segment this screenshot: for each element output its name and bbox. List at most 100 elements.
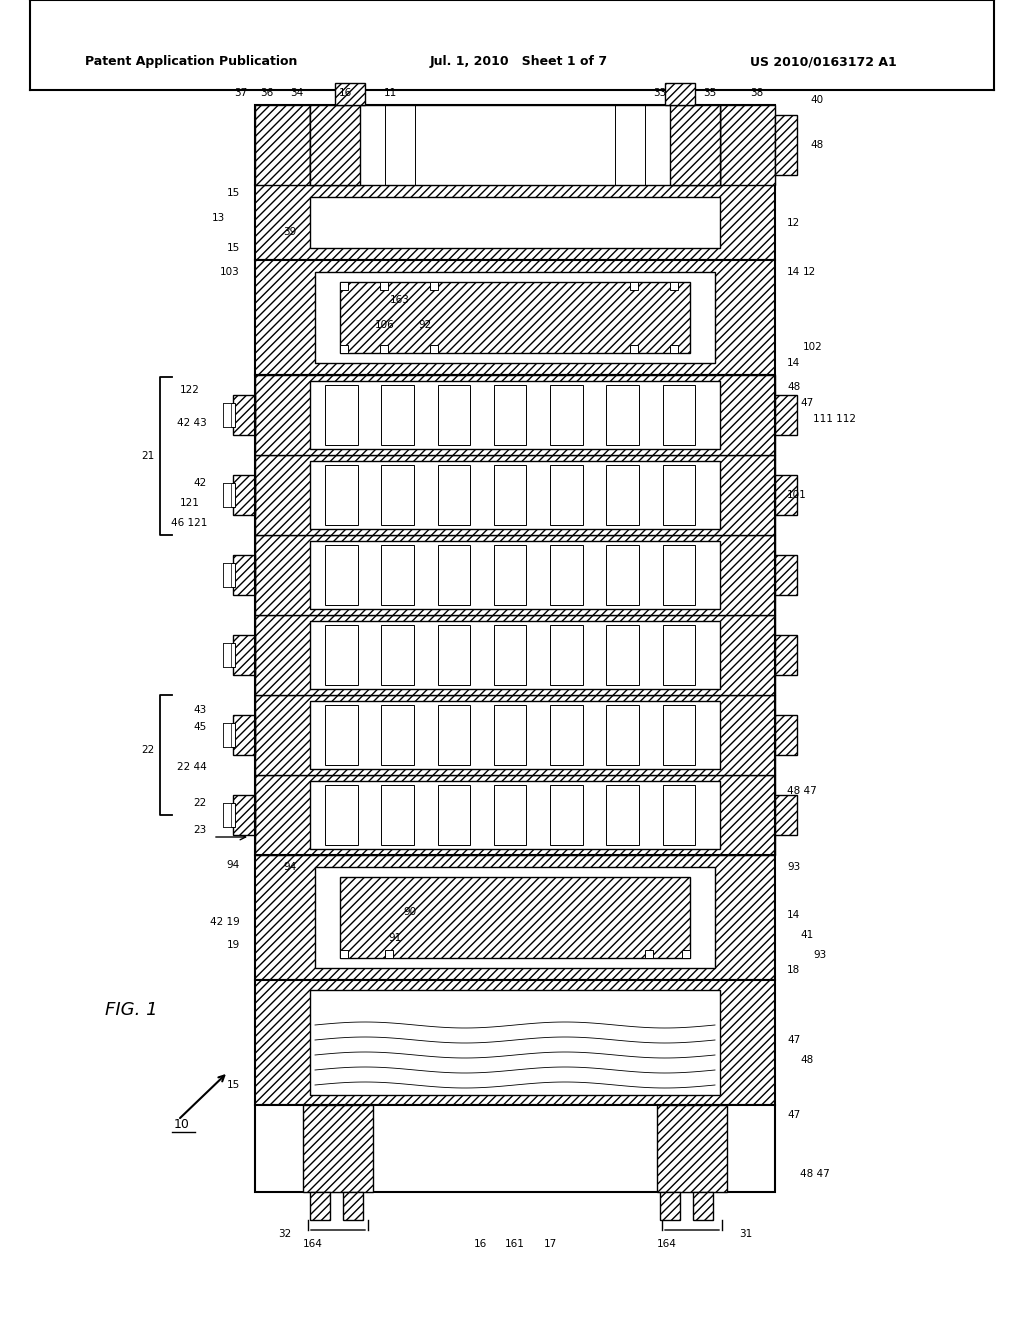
Bar	[223, 483, 234, 507]
Bar	[223, 643, 231, 667]
Bar	[310, 620, 720, 689]
Bar	[494, 785, 526, 845]
Bar	[223, 564, 231, 587]
Text: 16: 16	[338, 88, 351, 98]
Bar	[437, 545, 470, 605]
Text: 163: 163	[390, 294, 410, 305]
Bar	[550, 465, 583, 525]
Text: Jul. 1, 2010   Sheet 1 of 7: Jul. 1, 2010 Sheet 1 of 7	[430, 55, 608, 69]
Text: 18: 18	[787, 965, 800, 975]
Text: 122: 122	[180, 385, 200, 395]
Bar	[381, 705, 414, 766]
Bar	[223, 403, 234, 426]
Bar	[775, 395, 797, 436]
Bar	[315, 272, 715, 363]
Bar	[550, 785, 583, 845]
Text: 94: 94	[283, 862, 296, 873]
Text: 21: 21	[141, 451, 155, 461]
Text: 22: 22	[194, 799, 207, 808]
Bar	[310, 701, 720, 770]
Bar	[550, 624, 583, 685]
Bar	[663, 705, 695, 766]
Text: 10: 10	[174, 1118, 189, 1131]
Bar	[310, 541, 720, 609]
Text: FIG. 1: FIG. 1	[105, 1001, 158, 1019]
Bar	[325, 624, 357, 685]
Bar	[663, 385, 695, 445]
Bar	[223, 803, 234, 828]
Bar	[665, 83, 695, 106]
Bar	[310, 106, 360, 185]
Bar	[310, 990, 720, 1096]
Text: 90: 90	[403, 907, 417, 917]
Text: 38: 38	[751, 88, 764, 98]
Bar	[255, 106, 310, 185]
Text: 93: 93	[787, 862, 800, 873]
Bar	[233, 715, 255, 755]
Bar	[657, 1105, 727, 1192]
Bar	[340, 876, 690, 958]
Bar	[303, 1105, 373, 1192]
Bar	[255, 1105, 775, 1192]
Text: 16: 16	[473, 1239, 486, 1249]
Bar	[606, 385, 639, 445]
Bar	[494, 624, 526, 685]
Text: 19: 19	[226, 940, 240, 950]
Bar	[663, 545, 695, 605]
Bar	[663, 465, 695, 525]
Bar	[325, 785, 357, 845]
Bar	[606, 705, 639, 766]
Bar	[693, 1192, 713, 1220]
Bar	[381, 785, 414, 845]
Text: 17: 17	[544, 1239, 557, 1249]
Bar	[381, 545, 414, 605]
Text: 15: 15	[226, 243, 240, 253]
Bar	[550, 705, 583, 766]
Text: 94: 94	[226, 861, 240, 870]
Text: 37: 37	[233, 88, 247, 98]
Bar	[233, 395, 255, 436]
Text: 23: 23	[194, 825, 207, 836]
Bar	[606, 785, 639, 845]
Text: 22 44: 22 44	[177, 762, 207, 772]
Text: 91: 91	[388, 933, 401, 942]
Bar	[775, 795, 797, 836]
Bar	[660, 1192, 680, 1220]
Bar	[670, 106, 720, 185]
Bar	[325, 385, 357, 445]
Text: 106: 106	[375, 319, 395, 330]
Text: 101: 101	[787, 490, 807, 500]
Text: 164: 164	[657, 1239, 677, 1249]
Text: 103: 103	[220, 267, 240, 277]
Text: 121: 121	[180, 498, 200, 508]
Text: 14: 14	[787, 358, 800, 368]
Bar	[310, 461, 720, 529]
Bar	[255, 696, 775, 775]
Text: 42: 42	[194, 478, 207, 488]
Text: 14: 14	[787, 909, 800, 920]
Bar	[550, 545, 583, 605]
Bar	[437, 465, 470, 525]
Bar	[325, 705, 357, 766]
Text: 34: 34	[291, 88, 304, 98]
Text: Patent Application Publication: Patent Application Publication	[85, 55, 297, 69]
Bar	[606, 624, 639, 685]
Text: 35: 35	[703, 88, 717, 98]
Bar	[381, 624, 414, 685]
Text: 111 112: 111 112	[813, 414, 856, 424]
Bar	[223, 803, 231, 828]
Bar	[494, 385, 526, 445]
Bar	[233, 635, 255, 675]
Bar	[606, 545, 639, 605]
Bar	[385, 950, 393, 958]
Text: 42 19: 42 19	[210, 917, 240, 927]
Bar	[380, 282, 388, 290]
Bar	[340, 345, 348, 352]
Text: 12: 12	[803, 267, 816, 277]
Bar	[255, 855, 775, 979]
Bar	[663, 785, 695, 845]
Bar	[775, 554, 797, 595]
Bar	[494, 545, 526, 605]
Text: 14: 14	[787, 267, 800, 277]
Bar	[381, 465, 414, 525]
